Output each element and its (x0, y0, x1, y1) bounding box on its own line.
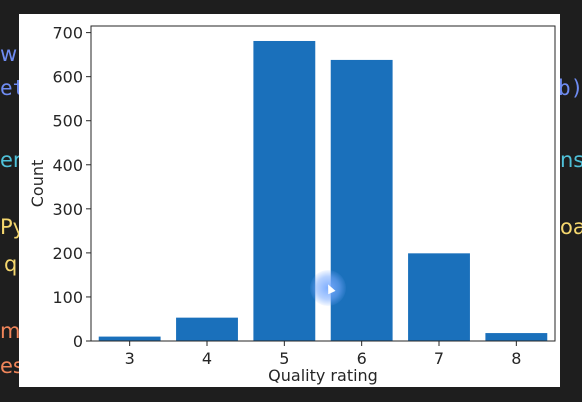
y-tick-label: 600 (52, 68, 83, 87)
plot-frame (90, 25, 556, 342)
x-tick-label: 4 (202, 349, 212, 368)
y-tick-label: 500 (52, 112, 83, 131)
cursor-highlight (310, 270, 346, 306)
y-tick-label: 700 (52, 24, 83, 43)
bar-4 (176, 317, 238, 341)
bg-text-fragment: q (4, 252, 18, 276)
bg-text-fragment: b) (558, 76, 582, 100)
x-tick-label: 7 (434, 349, 444, 368)
y-tick-label: 300 (52, 200, 83, 219)
bg-text-fragment: ns (560, 148, 582, 172)
bar-5 (253, 40, 316, 341)
y-axis-title: Count (28, 160, 47, 208)
y-tick-label: 0 (73, 332, 83, 351)
bg-text-fragment: et (0, 76, 26, 100)
x-axis-title: Quality rating (268, 366, 378, 385)
bg-text-fragment: Py (0, 215, 26, 239)
x-tick-label: 8 (511, 349, 521, 368)
y-tick-label: 200 (52, 244, 83, 263)
x-tick-label: 5 (279, 349, 289, 368)
x-tick-label: 3 (125, 349, 135, 368)
bg-text-fragment: wi (0, 42, 24, 66)
bg-text-fragment: m (0, 319, 21, 343)
bg-text-fragment: oa (560, 215, 582, 239)
bg-text-fragment: es (0, 354, 24, 378)
x-tick-label: 6 (357, 349, 367, 368)
y-tick-label: 400 (52, 156, 83, 175)
bg-text-fragment: er (0, 148, 22, 172)
bar-3 (98, 336, 161, 341)
bar-7 (408, 253, 470, 341)
y-tick-label: 100 (52, 288, 83, 307)
bar-8 (485, 333, 548, 341)
bar-chart: 0 100 200 300 400 500 600 700 3 4 5 6 7 8 Quality rati… (28, 24, 556, 385)
chart-figure: 0 100 200 300 400 500 600 700 3 4 5 6 7 8 Quality rati… (19, 14, 560, 387)
